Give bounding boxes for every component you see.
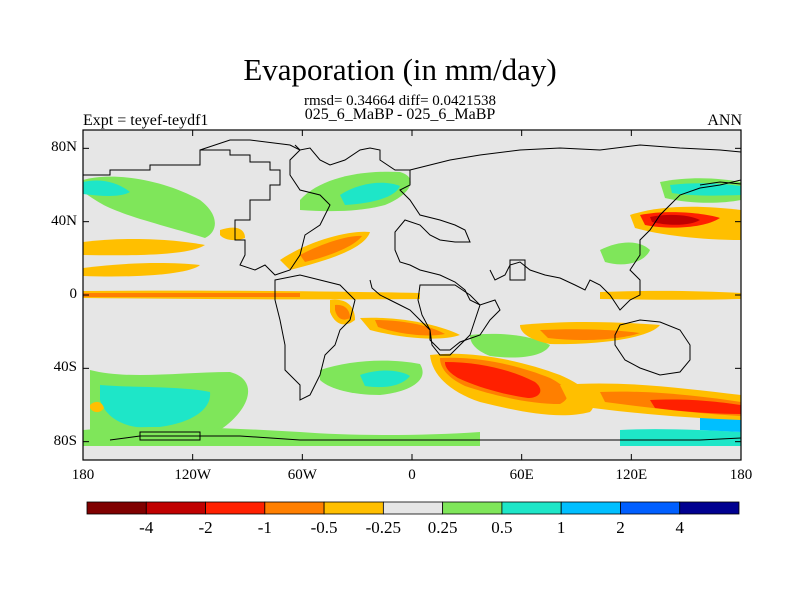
colorbar-swatch [679, 501, 740, 515]
y-tick-label: 40S [53, 359, 77, 376]
colorbar-swatch [205, 501, 266, 515]
colorbar [86, 501, 740, 515]
colorbar-swatch [145, 501, 206, 515]
colorbar-label: 2 [616, 518, 625, 537]
colorbar-swatch [264, 501, 325, 515]
experiment-label: Expt = teyef-teydf1 [83, 112, 209, 129]
colorbar-swatch [560, 501, 621, 515]
colorbar-label: 1 [556, 518, 566, 537]
x-tick-label: 0 [408, 467, 416, 483]
x-tick-label: 120E [615, 467, 648, 483]
y-tick-label: 80N [51, 139, 77, 156]
x-tick-label: 180 [729, 467, 753, 483]
anomaly-contours [83, 171, 741, 446]
colorbar-label: 4 [675, 518, 684, 537]
colorbar-swatch [86, 501, 147, 515]
colorbar-swatch [382, 501, 444, 515]
cases-subtitle: 025_6_MaBP - 025_6_MaBP [304, 106, 496, 123]
season-label: ANN [707, 112, 742, 129]
y-tick-label: 0 [69, 286, 78, 302]
colorbar-swatch [323, 501, 384, 515]
colorbar-label: -0.25 [365, 518, 402, 537]
colorbar-label: 0.25 [427, 518, 458, 537]
colorbar-swatch [501, 501, 562, 515]
colorbar-label: -0.5 [310, 518, 338, 537]
colorbar-label: -2 [198, 518, 213, 537]
coastlines [83, 139, 741, 441]
x-tick-label: 60E [509, 467, 534, 483]
colorbar-swatch [442, 501, 503, 515]
colorbar-label: 0.5 [491, 518, 513, 537]
y-tick-label: 40N [51, 212, 77, 229]
x-tick-label: 120W [174, 467, 211, 483]
axis-tick-marks [82, 130, 742, 460]
chart-title: Evaporation (in mm/day) [243, 52, 557, 87]
x-tick-label: 180 [71, 467, 95, 483]
stats-subtitle: rmsd= 0.34664 diff= 0.0421538 [303, 93, 497, 109]
y-tick-label: 80S [53, 432, 77, 449]
x-tick-label: 60W [287, 467, 317, 483]
colorbar-swatch [620, 501, 681, 515]
colorbar-label: -4 [139, 518, 154, 537]
colorbar-label: -1 [257, 518, 272, 537]
